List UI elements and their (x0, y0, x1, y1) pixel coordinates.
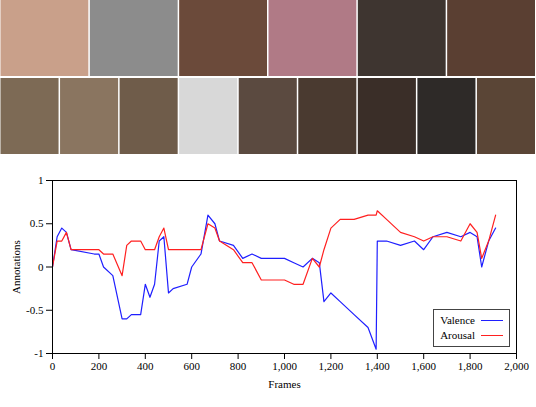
svg-text:Frames: Frames (268, 378, 300, 390)
svg-text:600: 600 (183, 360, 200, 372)
svg-text:Annotations: Annotations (10, 240, 22, 294)
html-text:Valence: Valence (440, 314, 475, 326)
svg-text:800: 800 (230, 360, 247, 372)
svg-text:0: 0 (38, 261, 44, 273)
svg-text:0.5: 0.5 (30, 217, 44, 229)
svg-text:400: 400 (137, 360, 154, 372)
svg-text:-1: -1 (34, 347, 43, 359)
svg-text:1,000: 1,000 (272, 360, 297, 372)
svg-text:-0.5: -0.5 (26, 304, 44, 316)
svg-text:2,000: 2,000 (504, 360, 529, 372)
svg-text:1: 1 (38, 174, 44, 186)
html-text:Arousal: Arousal (440, 329, 475, 341)
svg-text:1,600: 1,600 (411, 360, 436, 372)
svg-text:200: 200 (91, 360, 108, 372)
svg-text:1,400: 1,400 (365, 360, 390, 372)
svg-text:0: 0 (50, 360, 56, 372)
svg-text:1,800: 1,800 (458, 360, 483, 372)
svg-text:1,200: 1,200 (319, 360, 344, 372)
